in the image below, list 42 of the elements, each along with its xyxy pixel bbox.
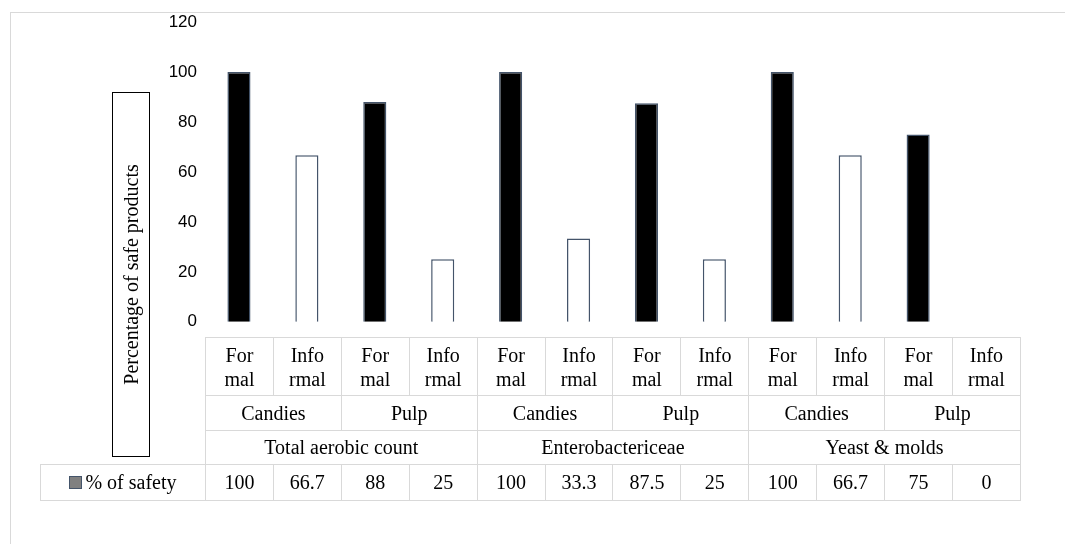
data-label: 100 — [205, 464, 274, 501]
text: Candies — [477, 395, 613, 431]
x-tick-label: Formal — [884, 337, 953, 396]
x-tick-label: Formal — [748, 337, 817, 396]
y-axis-title: Percentage of safe products — [119, 164, 143, 385]
data-label: 25 — [680, 464, 749, 501]
x-tick-label: Informal — [816, 337, 885, 396]
x-tick-label: Formal — [205, 337, 274, 396]
y-tick-label: 60 — [178, 161, 197, 181]
data-label: 0 — [952, 464, 1021, 501]
x-tick-label: Formal — [612, 337, 681, 396]
y-tick-label: 40 — [178, 211, 197, 231]
data-label: 100 — [748, 464, 817, 501]
data-label: 75 — [884, 464, 953, 501]
y-tick-label: 0 — [187, 311, 197, 331]
text: % of safety — [40, 464, 206, 501]
text: Pulp — [884, 395, 1021, 431]
y-tick-label: 20 — [178, 261, 197, 281]
data-label: 66.7 — [816, 464, 885, 501]
x-tick-label: Informal — [680, 337, 749, 396]
text: Candies — [205, 395, 342, 431]
data-label: 100 — [477, 464, 546, 501]
data-label: 87.5 — [612, 464, 681, 501]
x-tick-label: Informal — [952, 337, 1021, 396]
x-tick-label: Formal — [477, 337, 546, 396]
y-tick-label: 120 — [168, 11, 197, 31]
x-tick-label: Formal — [341, 337, 410, 396]
data-label: 25 — [409, 464, 478, 501]
x-tick-label: Informal — [545, 337, 613, 396]
text: Pulp — [612, 395, 749, 431]
data-label: 88 — [341, 464, 410, 501]
x-tick-label: Informal — [409, 337, 478, 396]
x-tick-label: Informal — [273, 337, 342, 396]
text: Pulp — [341, 395, 478, 431]
text: Yeast & molds — [748, 430, 1021, 465]
text: Candies — [748, 395, 885, 431]
data-label: 33.3 — [545, 464, 613, 501]
data-label: 66.7 — [273, 464, 342, 501]
y-tick-label: 100 — [168, 61, 197, 81]
y-tick-label: 80 — [178, 111, 197, 131]
text: Total aerobic count — [205, 430, 478, 465]
text: Enterobactericeae — [477, 430, 749, 465]
